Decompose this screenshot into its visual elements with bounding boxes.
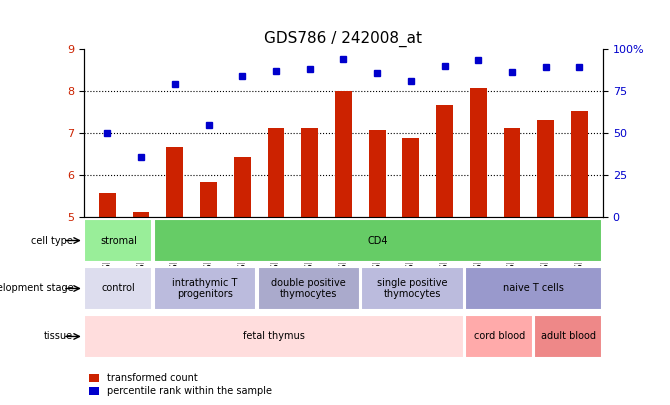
Text: naive T cells: naive T cells [503,284,564,294]
Text: development stage: development stage [0,284,74,294]
FancyBboxPatch shape [535,315,602,358]
FancyBboxPatch shape [465,315,533,358]
Text: intrathymic T
progenitors: intrathymic T progenitors [172,278,238,299]
Bar [369,130,385,217]
Text: stromal: stromal [100,236,137,245]
Bar [302,128,318,217]
FancyBboxPatch shape [257,267,360,310]
FancyBboxPatch shape [153,219,602,262]
Bar [99,194,116,217]
Title: GDS786 / 242008_at: GDS786 / 242008_at [265,31,422,47]
FancyBboxPatch shape [84,267,152,310]
Bar [234,157,251,217]
Text: fetal thymus: fetal thymus [243,331,305,341]
Bar [166,147,183,217]
Bar [436,105,453,217]
Bar [335,91,352,217]
Bar [267,128,284,217]
Text: cord blood: cord blood [474,331,525,341]
FancyBboxPatch shape [361,267,464,310]
Text: adult blood: adult blood [541,331,596,341]
Text: tissue: tissue [44,331,74,341]
Bar [133,212,149,217]
Bar [504,128,521,217]
Legend: transformed count, percentile rank within the sample: transformed count, percentile rank withi… [85,369,275,400]
Bar [537,120,554,217]
FancyBboxPatch shape [153,267,256,310]
Bar [403,138,419,217]
Bar [571,111,588,217]
Text: double positive
thymocytes: double positive thymocytes [271,278,346,299]
FancyBboxPatch shape [465,267,602,310]
Bar [470,88,486,217]
Text: cell type: cell type [31,236,74,245]
Bar [200,182,217,217]
Text: CD4: CD4 [368,236,388,245]
Text: control: control [101,284,135,294]
FancyBboxPatch shape [84,315,464,358]
FancyBboxPatch shape [84,219,152,262]
Text: single positive
thymocytes: single positive thymocytes [377,278,448,299]
